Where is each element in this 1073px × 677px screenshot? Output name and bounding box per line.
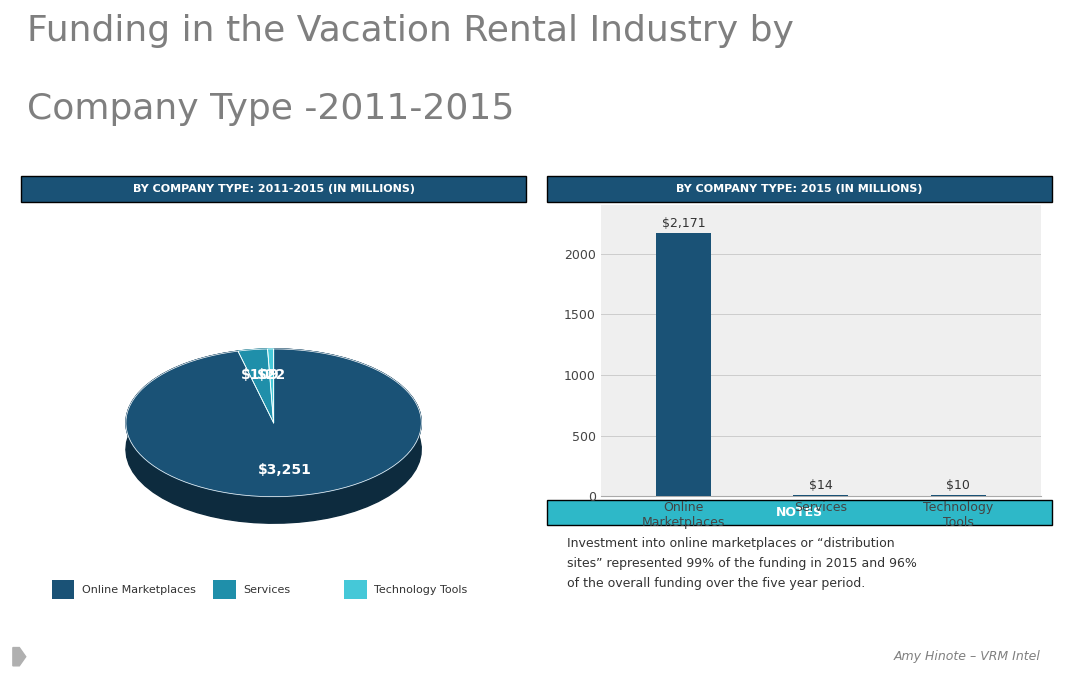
Text: BY COMPANY TYPE: 2011-2015 (IN MILLIONS): BY COMPANY TYPE: 2011-2015 (IN MILLIONS) [133, 184, 414, 194]
Bar [52, 580, 74, 599]
Polygon shape [126, 349, 422, 497]
FancyBboxPatch shape [21, 176, 526, 202]
Text: Investment into online marketplaces or “distribution
sites” represented 99% of t: Investment into online marketplaces or “… [568, 538, 917, 590]
Bar [793, 494, 849, 496]
FancyBboxPatch shape [547, 500, 1052, 525]
Text: $3,251: $3,251 [259, 464, 312, 477]
FancyArrow shape [13, 647, 26, 666]
Bar [214, 580, 236, 599]
Text: $10: $10 [946, 479, 970, 492]
FancyBboxPatch shape [547, 176, 1052, 202]
Text: NOTES: NOTES [776, 506, 823, 519]
Polygon shape [238, 349, 267, 378]
Polygon shape [267, 349, 274, 376]
Text: Online Marketplaces: Online Marketplaces [82, 585, 196, 594]
Text: $22: $22 [258, 368, 286, 382]
Text: $2,171: $2,171 [662, 217, 705, 230]
Bar [344, 580, 367, 599]
Bar [930, 495, 986, 496]
Polygon shape [267, 349, 274, 423]
Bar [656, 233, 710, 496]
Text: Technology Tools: Technology Tools [374, 585, 468, 594]
Polygon shape [238, 349, 274, 423]
Text: $14: $14 [809, 479, 833, 492]
Text: Amy Hinote – VRM Intel: Amy Hinote – VRM Intel [894, 650, 1041, 663]
Polygon shape [126, 349, 422, 523]
Text: Funding in the Vacation Rental Industry by: Funding in the Vacation Rental Industry … [27, 14, 794, 48]
Text: BY COMPANY TYPE: 2015 (IN MILLIONS): BY COMPANY TYPE: 2015 (IN MILLIONS) [676, 184, 923, 194]
Text: $109: $109 [240, 368, 279, 383]
Text: Company Type -2011-2015: Company Type -2011-2015 [27, 91, 514, 125]
Text: Services: Services [244, 585, 291, 594]
